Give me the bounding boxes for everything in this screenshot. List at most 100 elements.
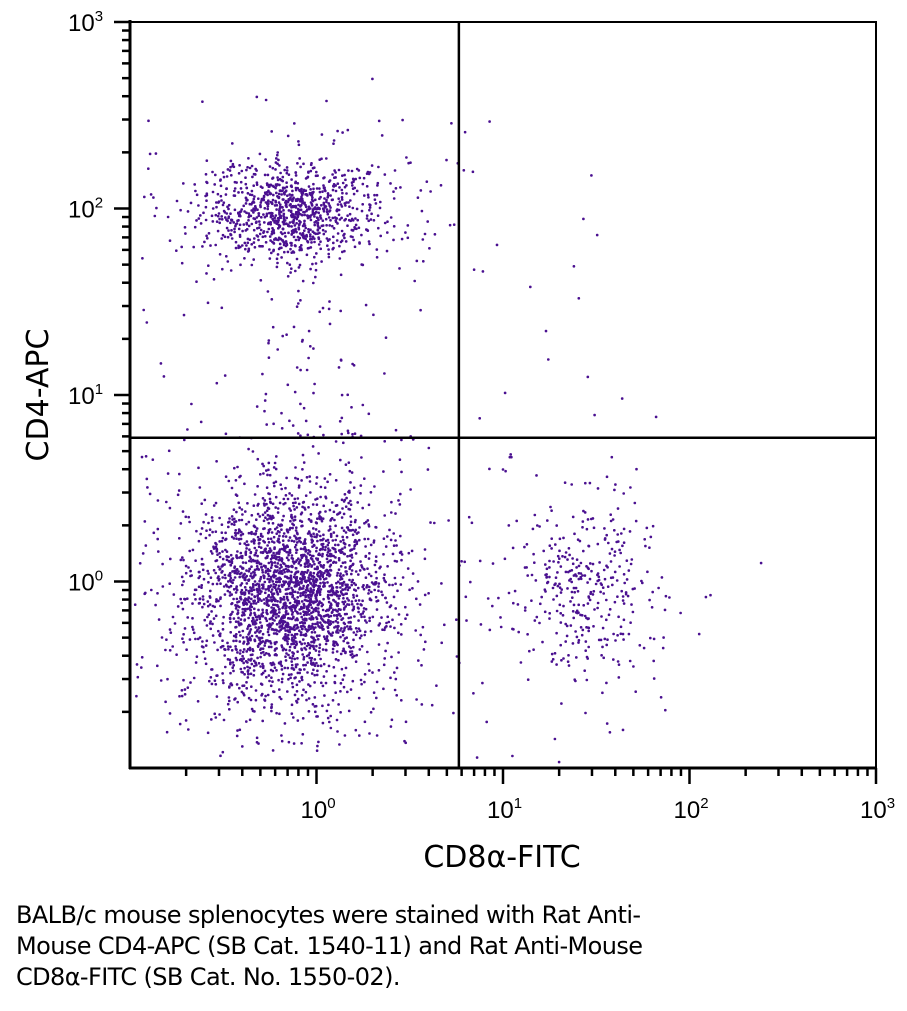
data-point xyxy=(284,636,288,639)
data-point xyxy=(577,603,580,607)
data-point xyxy=(532,552,535,556)
data-point xyxy=(253,607,256,611)
data-point xyxy=(315,673,319,677)
data-point xyxy=(376,184,379,187)
quadrant-gate xyxy=(130,22,876,768)
data-point xyxy=(315,170,318,174)
data-point xyxy=(611,576,615,579)
data-point xyxy=(179,558,183,562)
data-point xyxy=(233,531,237,535)
data-point xyxy=(317,512,321,515)
data-point xyxy=(288,606,291,609)
data-point xyxy=(367,589,371,592)
data-point xyxy=(192,631,196,635)
data-point xyxy=(278,712,281,716)
data-point xyxy=(181,510,185,513)
data-point xyxy=(284,535,288,538)
x-axis-title: CD8α-FITC xyxy=(423,840,580,875)
data-point xyxy=(348,489,351,493)
data-point xyxy=(251,175,254,179)
data-point xyxy=(313,681,316,684)
data-point xyxy=(179,522,183,525)
data-point xyxy=(221,679,225,682)
data-point xyxy=(196,700,200,703)
data-point xyxy=(253,571,256,574)
data-point xyxy=(231,142,234,145)
x-tick-label: 101 xyxy=(487,795,522,824)
data-point xyxy=(227,479,231,483)
data-point xyxy=(210,610,213,613)
data-point xyxy=(244,247,247,251)
data-point xyxy=(552,598,555,601)
data-point xyxy=(309,218,313,222)
data-point xyxy=(250,657,253,661)
data-point xyxy=(488,628,492,632)
data-point xyxy=(316,539,319,543)
data-point xyxy=(294,476,297,480)
data-point xyxy=(382,687,385,691)
data-point xyxy=(304,663,307,667)
data-point xyxy=(275,191,278,195)
data-point xyxy=(439,184,443,187)
data-point xyxy=(186,428,189,431)
data-point xyxy=(261,568,264,572)
data-point xyxy=(635,467,638,471)
data-point xyxy=(310,662,313,666)
data-point xyxy=(472,692,475,695)
data-point xyxy=(228,708,231,711)
data-point xyxy=(342,529,346,532)
data-point xyxy=(237,616,240,620)
data-point xyxy=(339,682,343,685)
data-point xyxy=(200,557,204,561)
data-point xyxy=(359,678,363,682)
data-point xyxy=(274,583,278,587)
data-point xyxy=(262,502,266,505)
data-point xyxy=(343,202,347,205)
data-point xyxy=(254,661,257,665)
data-point xyxy=(383,579,386,582)
data-point xyxy=(291,590,295,594)
data-point xyxy=(145,321,149,324)
data-point xyxy=(290,586,293,590)
data-point xyxy=(622,573,626,576)
data-point xyxy=(233,698,236,701)
data-point xyxy=(662,636,665,639)
data-point xyxy=(540,595,543,599)
data-point xyxy=(246,502,249,505)
data-point xyxy=(266,205,270,208)
data-point xyxy=(252,618,255,621)
data-point xyxy=(177,489,181,492)
data-point xyxy=(284,659,288,662)
data-point xyxy=(307,697,311,700)
data-point xyxy=(564,622,567,626)
data-point xyxy=(224,531,227,535)
data-point xyxy=(230,486,234,490)
data-point xyxy=(186,210,190,213)
data-point xyxy=(244,229,248,232)
data-point xyxy=(555,524,558,527)
data-point xyxy=(295,257,299,261)
data-point xyxy=(379,200,382,204)
data-point xyxy=(357,169,361,172)
data-point xyxy=(309,214,313,217)
data-point xyxy=(288,628,292,631)
data-point xyxy=(332,666,336,669)
data-point xyxy=(336,617,339,620)
data-point xyxy=(279,628,282,632)
data-point xyxy=(257,608,260,612)
data-point xyxy=(268,617,272,621)
data-point xyxy=(372,541,376,544)
data-point xyxy=(257,197,260,200)
data-point xyxy=(387,620,391,624)
data-point xyxy=(393,559,397,563)
data-point xyxy=(255,565,259,568)
data-point xyxy=(342,621,346,625)
data-point xyxy=(332,614,336,617)
data-point xyxy=(272,422,275,426)
data-point xyxy=(341,678,345,681)
data-point xyxy=(366,193,370,197)
data-point xyxy=(263,706,266,709)
data-point xyxy=(469,580,472,584)
data-point xyxy=(231,164,234,168)
data-point xyxy=(223,374,227,377)
